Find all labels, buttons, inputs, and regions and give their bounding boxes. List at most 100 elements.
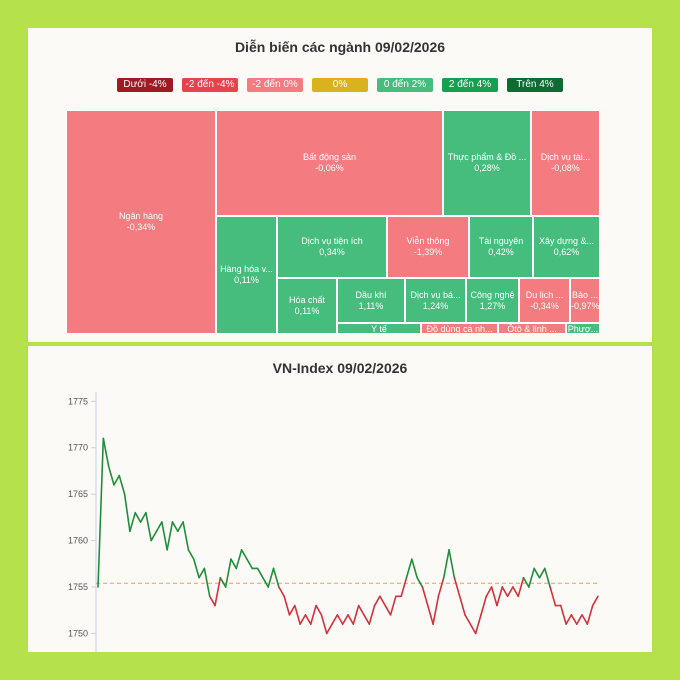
index-line-segment (325, 623, 333, 635)
index-line-segment (246, 558, 254, 570)
treemap-legend: Dưới -4% -2 đến -4% -2 đến 0% 0% 0 đến 2% 2 đ… (28, 78, 652, 92)
treemap-tile[interactable]: Công nghệ 1,27% (466, 278, 519, 323)
index-line-segment (315, 604, 323, 616)
index-line-segment (357, 604, 365, 616)
treemap-tile[interactable]: Dịch vụ tiện ích 0,34% (277, 216, 387, 278)
index-line-segment (384, 604, 392, 616)
treemap-tile[interactable]: Đồ dùng cá nh... (421, 323, 498, 334)
sector-change: -0,06% (315, 163, 344, 173)
tile-label: Viễn thông -1,39% (388, 236, 468, 258)
treemap-tile[interactable]: Viễn thông -1,39% (387, 216, 469, 278)
index-line-segment (581, 614, 589, 625)
index-line-segment (528, 567, 535, 588)
treemap-tile[interactable]: Dầu khí 1,11% (337, 278, 405, 323)
sector-change: 0,28% (474, 163, 500, 173)
vnindex-line-chart: 1750 1755 1760 1765 1770 1775 (68, 392, 599, 652)
sector-name: Dịch vụ tiện ích (301, 236, 363, 246)
y-tick-label: 1775 (68, 396, 88, 406)
treemap-tile[interactable]: Hóa chất 0,11% (277, 278, 337, 334)
line-chart-title: VN-Index 09/02/2026 (272, 360, 408, 376)
treemap-tile[interactable]: Thực phẩm & Đồ ... 0,28% (443, 110, 531, 216)
index-line-segment (485, 586, 493, 598)
sector-name: Ngân hàng (118, 211, 164, 221)
sector-name: Dầu khí (355, 289, 387, 300)
index-line-segment (320, 614, 328, 635)
treemap-tile[interactable]: Phượ... (566, 323, 600, 334)
sector-name: Viễn thông (406, 236, 450, 246)
index-line-segment (256, 567, 264, 579)
index-line-segment (464, 614, 472, 625)
index-line-segment (309, 604, 317, 625)
index-line-segment (113, 474, 121, 486)
index-line-segment (421, 586, 429, 607)
sector-name: Xây dựng &... (538, 236, 595, 246)
treemap-tile[interactable]: Bất động sản -0,06% (216, 110, 443, 216)
treemap-tile[interactable]: Tài nguyên 0,42% (469, 216, 533, 278)
index-line-segment (469, 623, 477, 635)
sector-name: Đồ dùng cá nh... (426, 324, 493, 334)
treemap-tile[interactable]: Dịch vụ bá... 1,24% (405, 278, 466, 323)
sector-change: -0,34% (126, 222, 156, 232)
index-line-segment (267, 567, 275, 588)
treemap-tile[interactable]: Ngân hàng -0,34% (66, 110, 216, 334)
index-line-segment (294, 604, 301, 625)
tile-label: Bảo ... -0,97% (571, 290, 599, 312)
index-line-segment (575, 614, 583, 625)
index-line-segment (214, 576, 222, 607)
sector-change: 0,62% (553, 247, 580, 257)
treemap-tile[interactable]: Xây dựng &... 0,62% (533, 216, 600, 278)
treemap: Ngân hàng -0,34% Bất động sản -0,06% Thực ph… (66, 110, 600, 334)
tile-label: Bất động sản -0,06% (217, 152, 442, 174)
tile-label: Ngân hàng -0,34% (67, 211, 215, 233)
index-line-segment (187, 549, 195, 560)
index-line-segment (176, 521, 184, 533)
sector-change: 1,27% (479, 300, 506, 311)
sector-name: Du lịch ... (525, 289, 564, 300)
index-line-segment (203, 567, 211, 598)
index-line-segment (416, 576, 424, 588)
index-line-segment (336, 614, 344, 625)
index-line-segment (474, 614, 482, 635)
sector-change: 1,11% (358, 300, 384, 311)
tile-label: Dầu khí 1,11% (338, 290, 404, 312)
index-line-segment (544, 567, 551, 588)
sector-name: Hàng hóa v... (220, 264, 273, 274)
index-line-segment (182, 521, 190, 551)
sector-change: 0,42% (488, 247, 514, 257)
index-line-segment (198, 567, 206, 579)
index-line-segment (304, 614, 312, 625)
treemap-tile[interactable]: Bảo ... -0,97% (570, 278, 600, 323)
index-line-segment (565, 614, 573, 625)
legend-item: Trên 4% (507, 78, 563, 92)
sector-change: -0,97% (571, 300, 600, 311)
treemap-tile[interactable]: Hàng hóa v... 0,11% (216, 216, 277, 334)
sector-change: 1,24% (422, 300, 449, 311)
tile-label: Dịch vụ tiện ích 0,34% (278, 236, 386, 258)
index-line-segment (171, 521, 179, 533)
treemap-tile[interactable]: Du lịch ... -0,34% (519, 278, 570, 323)
tile-label: Y tế (338, 324, 420, 334)
index-line-segment (102, 437, 110, 468)
sector-treemap-panel: Diễn biến các ngành 09/02/2026 Dưới -4% -… (28, 28, 652, 342)
index-line-segment (230, 558, 238, 570)
index-line-segment (219, 576, 227, 588)
treemap-title: Diễn biến các ngành 09/02/2026 (234, 39, 446, 55)
index-line-segment (145, 511, 152, 542)
legend-item: 0 đến 2% (377, 78, 433, 92)
index-line-segment (139, 511, 147, 523)
vnindex-chart-panel: 1750 1755 1760 1765 1770 1775 VN-Index 09/02/… (28, 346, 652, 652)
sector-name: Y tế (371, 324, 387, 334)
tile-label: Công nghệ 1,27% (467, 290, 518, 312)
index-line-segment (522, 576, 530, 588)
index-line-segment (347, 614, 355, 625)
treemap-tile[interactable]: Y tế (337, 323, 421, 334)
sector-name: Dịch vụ bá... (410, 289, 461, 300)
index-line-segment (538, 567, 546, 579)
y-tick-label: 1755 (68, 582, 88, 592)
index-line-segment (512, 586, 520, 598)
treemap-tile[interactable]: Dịch vụ tài... -0,08% (531, 110, 600, 216)
treemap-tile[interactable]: Ôtô & linh ... (498, 323, 566, 334)
index-line-segment (299, 614, 307, 625)
index-line-segment (405, 558, 413, 579)
index-line-segment (150, 530, 158, 542)
